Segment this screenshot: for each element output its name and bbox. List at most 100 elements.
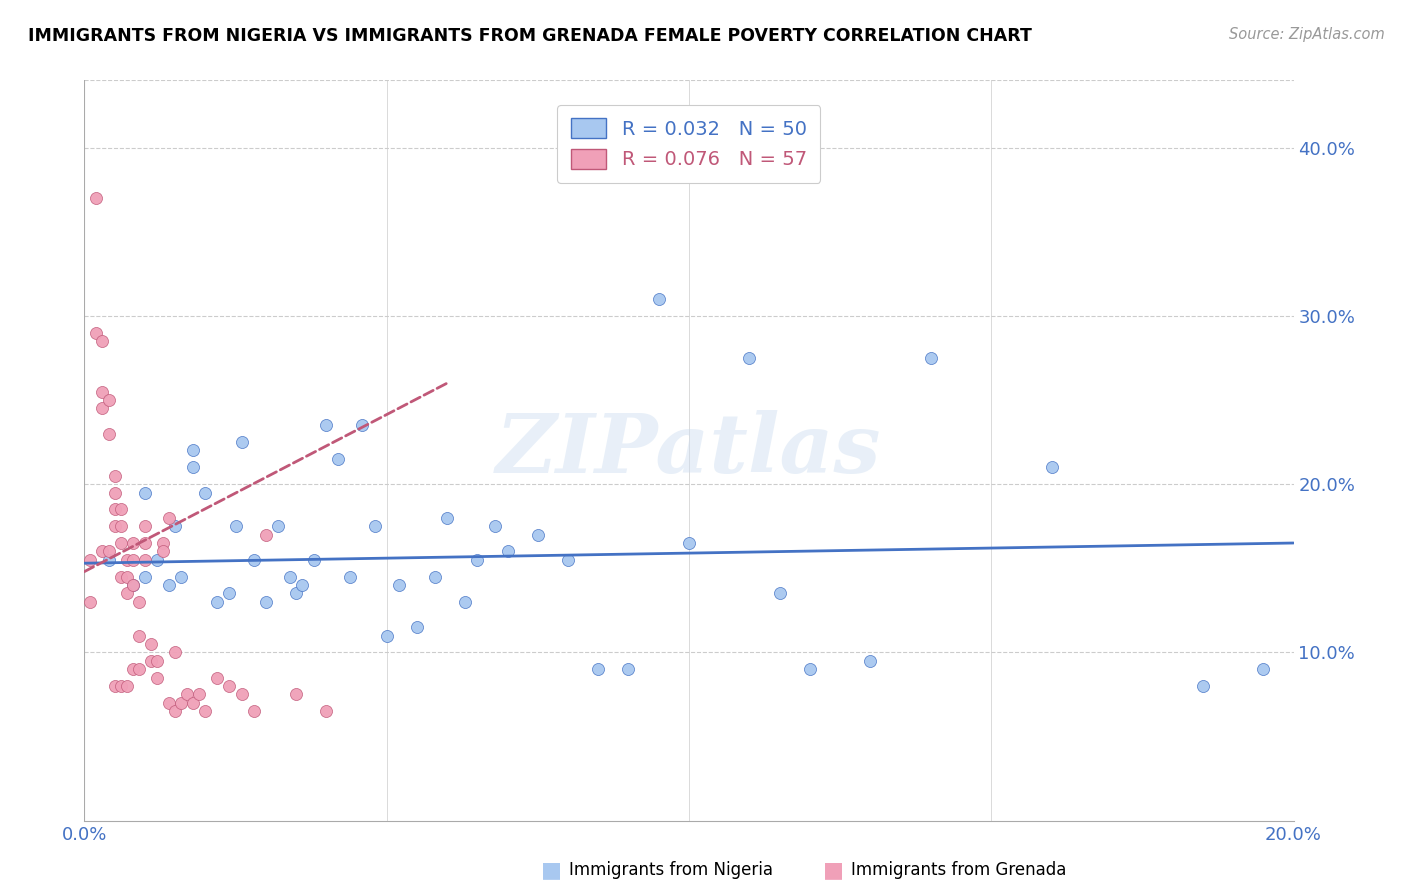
Point [738, 351, 761, 365]
Point [188, 688, 211, 702]
Point [388, 578, 411, 592]
Point [139, 637, 162, 651]
Point [110, 536, 132, 550]
Point [115, 679, 138, 693]
Point [152, 544, 174, 558]
Point [110, 569, 132, 583]
Point [194, 485, 217, 500]
Point [134, 553, 156, 567]
Point [194, 704, 217, 718]
Point [121, 578, 143, 592]
Point [115, 569, 138, 583]
Point [157, 578, 180, 592]
Point [315, 704, 337, 718]
Point [423, 569, 446, 583]
Point [121, 578, 143, 592]
Text: ■: ■ [823, 860, 844, 880]
Point [218, 586, 240, 600]
Point [799, 662, 821, 676]
Point [375, 628, 398, 642]
Text: Immigrants from Nigeria: Immigrants from Nigeria [569, 861, 773, 879]
Point [254, 595, 277, 609]
Point [242, 553, 264, 567]
Point [170, 696, 193, 710]
Y-axis label: Female Poverty: Female Poverty [0, 386, 8, 515]
Point [79, 595, 101, 609]
Point [527, 527, 550, 541]
Point [176, 688, 198, 702]
Point [207, 671, 229, 685]
Point [339, 569, 361, 583]
Point [328, 451, 350, 466]
Point [128, 628, 150, 642]
Point [454, 595, 477, 609]
Point [242, 704, 264, 718]
Point [291, 578, 314, 592]
Text: IMMIGRANTS FROM NIGERIA VS IMMIGRANTS FROM GRENADA FEMALE POVERTY CORRELATION CH: IMMIGRANTS FROM NIGERIA VS IMMIGRANTS FR… [28, 27, 1032, 45]
Point [134, 536, 156, 550]
Point [146, 654, 169, 668]
Point [225, 519, 247, 533]
Point [920, 351, 942, 365]
Point [104, 485, 127, 500]
Text: Immigrants from Grenada: Immigrants from Grenada [851, 861, 1066, 879]
Point [110, 502, 132, 516]
Point [104, 468, 127, 483]
Point [115, 586, 138, 600]
Point [352, 418, 374, 433]
Point [769, 586, 792, 600]
Point [110, 679, 132, 693]
Point [91, 384, 114, 399]
Point [231, 688, 253, 702]
Point [648, 292, 671, 306]
Point [484, 519, 506, 533]
Point [152, 536, 174, 550]
Point [134, 569, 156, 583]
Point [315, 418, 337, 433]
Point [181, 460, 204, 475]
Point [285, 688, 308, 702]
Point [1040, 460, 1063, 475]
Point [115, 553, 138, 567]
Point [165, 704, 187, 718]
Point [91, 544, 114, 558]
Point [207, 595, 229, 609]
Point [139, 654, 162, 668]
Point [79, 553, 101, 567]
Point [496, 544, 519, 558]
Point [91, 401, 114, 416]
Point [617, 662, 640, 676]
Point [121, 536, 143, 550]
Point [134, 519, 156, 533]
Point [146, 553, 169, 567]
Point [557, 553, 579, 567]
Text: Source: ZipAtlas.com: Source: ZipAtlas.com [1229, 27, 1385, 42]
Point [285, 586, 308, 600]
Point [267, 519, 290, 533]
Point [97, 392, 120, 407]
Point [302, 553, 325, 567]
Point [110, 519, 132, 533]
Point [678, 536, 700, 550]
Point [104, 502, 127, 516]
Point [436, 510, 458, 524]
Point [1192, 679, 1215, 693]
Point [97, 553, 120, 567]
Point [231, 435, 253, 450]
Point [467, 553, 489, 567]
Point [157, 696, 180, 710]
Point [859, 654, 882, 668]
Point [165, 645, 187, 659]
Point [134, 485, 156, 500]
Point [278, 569, 301, 583]
Point [121, 553, 143, 567]
Point [254, 527, 277, 541]
Legend: R = 0.032   N = 50, R = 0.076   N = 57: R = 0.032 N = 50, R = 0.076 N = 57 [558, 104, 820, 183]
Point [181, 443, 204, 458]
Point [104, 679, 127, 693]
Point [146, 671, 169, 685]
Point [128, 595, 150, 609]
Point [406, 620, 429, 634]
Point [128, 662, 150, 676]
Point [121, 662, 143, 676]
